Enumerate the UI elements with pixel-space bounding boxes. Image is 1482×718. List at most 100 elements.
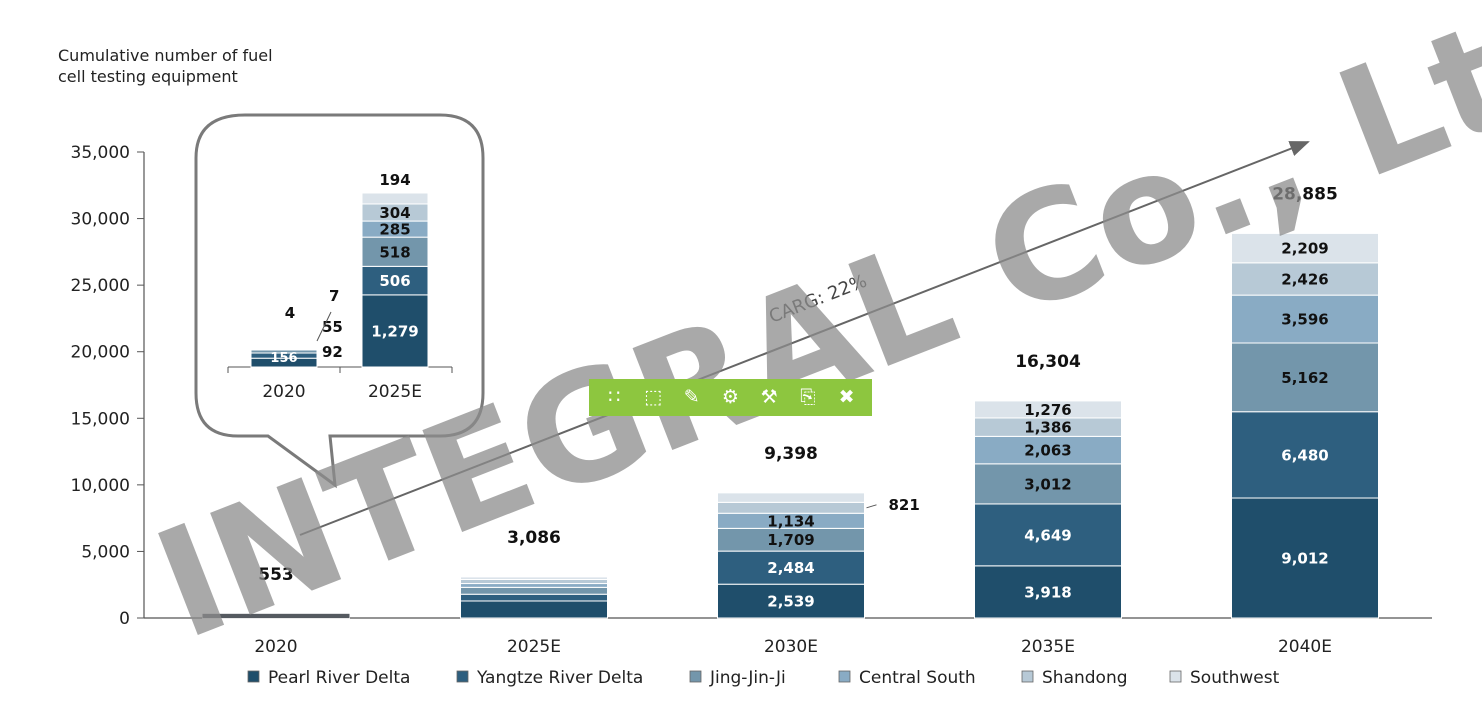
segment-label: 9,012 — [1281, 550, 1328, 568]
bar-segment — [1231, 232, 1379, 264]
bar-segment — [460, 593, 608, 602]
inset-x-label: 2020 — [262, 382, 305, 402]
y-tick-label: 10,000 — [71, 476, 130, 496]
inset-bar-segment — [361, 192, 429, 205]
legend-swatch — [1169, 670, 1182, 683]
segment-label: 821 — [889, 496, 920, 514]
bar-segment — [460, 576, 608, 580]
legend-swatch — [1021, 670, 1034, 683]
bar-total-label: 28,885 — [1272, 184, 1338, 204]
y-tick-label: 30,000 — [71, 210, 130, 230]
segment-label: 2,484 — [767, 559, 814, 577]
segment-label: 5,162 — [1281, 369, 1328, 387]
y-axis-ticks: 0 5,000 10,000 15,000 20,000 25,000 30,000 35,0… — [71, 143, 145, 629]
inset-bar-segment — [361, 294, 429, 368]
y-tick-label: 15,000 — [71, 409, 130, 429]
y-tick-label: 20,000 — [71, 343, 130, 363]
inset-segment-label: 518 — [379, 243, 410, 261]
copy-icon[interactable]: ⎘ — [800, 386, 816, 408]
bar-segment — [460, 578, 608, 585]
y-axis-label-line-1: Cumulative number of fuel — [58, 46, 273, 65]
legend-swatch — [689, 670, 702, 683]
bar-segment — [460, 600, 608, 619]
label-leader-line — [866, 504, 877, 509]
segment-label: 1,276 — [1024, 401, 1071, 419]
segment-label: 1,709 — [767, 531, 814, 549]
segment-label: 3,012 — [1024, 475, 1071, 493]
y-tick-label: 0 — [119, 609, 130, 629]
floating-toolbar: ∷ ⬚ ✎ ⚙ ⚒ ⎘ ✖ — [589, 379, 872, 416]
segment-label: 2,063 — [1024, 442, 1071, 460]
bar-total-overlay — [202, 613, 350, 618]
x-tick-label: 2040E — [1278, 637, 1332, 657]
inset-segment-label: 506 — [379, 272, 410, 290]
inset-segment-label: 92 — [322, 343, 343, 361]
bar-segment — [717, 492, 865, 503]
inset-segment-label: 4 — [285, 304, 295, 322]
legend-label: Shandong — [1042, 668, 1128, 688]
legend-swatch — [838, 670, 851, 683]
paint-roller-icon[interactable]: ⚒ — [760, 386, 778, 408]
bar-total-label: 9,398 — [764, 444, 818, 464]
segment-label: 2,426 — [1281, 270, 1328, 288]
segment-label: 2,539 — [767, 593, 814, 611]
bar-segment — [974, 565, 1122, 619]
bar-segment — [1231, 342, 1379, 413]
bar-segment — [717, 550, 865, 585]
y-tick-label: 35,000 — [71, 143, 130, 163]
grid-icon[interactable]: ∷ — [608, 386, 621, 408]
segment-label: 3,918 — [1024, 583, 1071, 601]
legend-swatch — [456, 670, 469, 683]
x-axis-labels: 2020 2025E 2030E 2035E 2040E — [254, 637, 1332, 657]
bar-segment — [1231, 294, 1379, 344]
bar-segment — [1231, 497, 1379, 619]
x-tick-label: 2035E — [1021, 637, 1075, 657]
y-tick-label: 5,000 — [81, 542, 130, 562]
x-tick-label: 2020 — [254, 637, 297, 657]
bar-segment — [460, 583, 608, 588]
inset-segment-label: 285 — [379, 221, 410, 239]
y-axis-label-line-2: cell testing equipment — [58, 67, 238, 86]
bar-segment — [974, 463, 1122, 505]
bar-segment — [717, 501, 865, 514]
segment-label: 4,649 — [1024, 526, 1071, 544]
bar-segment — [974, 503, 1122, 567]
inset-segment-label: 304 — [379, 204, 410, 222]
pencil-icon[interactable]: ✎ — [683, 386, 700, 408]
bar-total-label: 3,086 — [507, 528, 561, 548]
segment-label: 2,209 — [1281, 240, 1328, 258]
inset-segment-label: 156 — [270, 351, 297, 366]
inset-leader-line — [316, 311, 332, 342]
trash-icon[interactable]: ✖ — [838, 386, 855, 408]
legend-swatch — [247, 670, 260, 683]
legend-label: Pearl River Delta — [268, 668, 410, 688]
segment-label: 1,134 — [767, 512, 814, 530]
bar-segment — [1231, 411, 1379, 499]
legend-label: Yangtze River Delta — [476, 668, 643, 688]
legend-label: Central South — [859, 668, 976, 688]
segment-label: 6,480 — [1281, 446, 1328, 464]
x-tick-label: 2025E — [507, 637, 561, 657]
bar-segment — [974, 435, 1122, 465]
bar-segment — [717, 583, 865, 619]
segment-label: 3,596 — [1281, 311, 1328, 329]
select-frame-icon[interactable]: ⬚ — [644, 386, 663, 408]
legend: Pearl River Delta Yangtze River Delta Jing… — [247, 668, 1280, 688]
x-tick-label: 2030E — [764, 637, 818, 657]
growth-arrow — [299, 141, 1310, 536]
inset-bar-segment — [361, 265, 429, 296]
inset-x-label: 2025E — [368, 382, 422, 402]
bar-segment — [460, 586, 608, 595]
legend-label: Jing-Jin-Ji — [709, 668, 786, 688]
bar-total-label: 553 — [258, 565, 294, 585]
gear-icon[interactable]: ⚙ — [721, 386, 739, 408]
inset-segment-label: 194 — [379, 171, 410, 189]
inset-segment-label: 1,279 — [371, 322, 418, 340]
y-tick-label: 25,000 — [71, 276, 130, 296]
legend-label: Southwest — [1190, 668, 1280, 688]
inset-segment-label: 7 — [329, 287, 339, 305]
inset-segment-label: 55 — [322, 318, 343, 336]
